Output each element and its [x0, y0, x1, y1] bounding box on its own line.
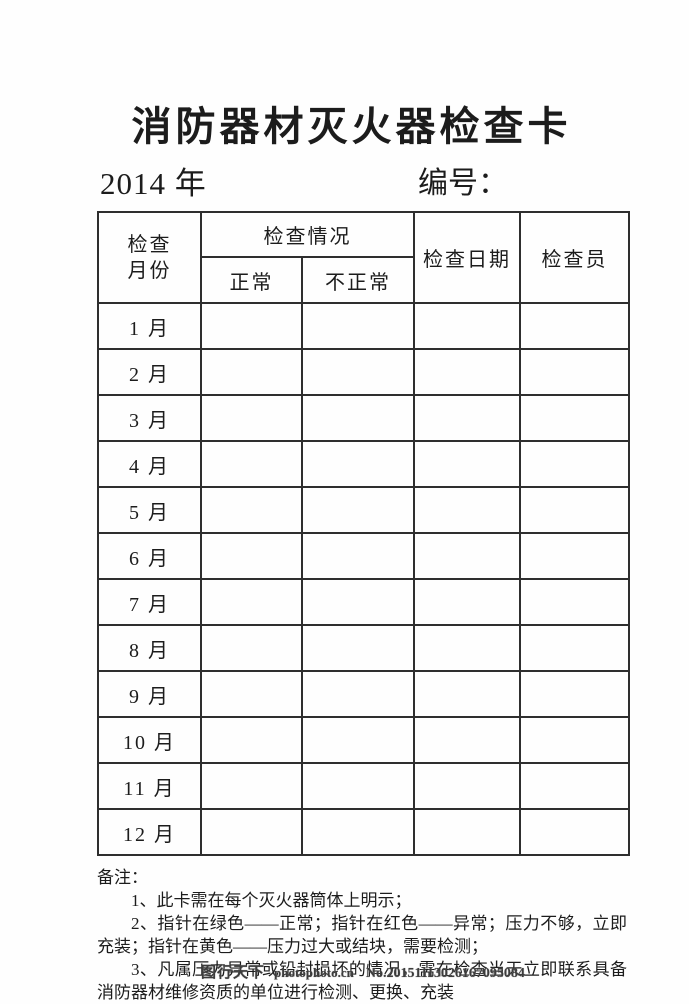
month-cell: 1 月 — [97, 302, 202, 350]
column-header-normal: 正常 — [200, 256, 303, 304]
abnormal-cell — [301, 348, 415, 396]
header-row-1: 检查 月份 检查情况 检查日期 检查员 — [97, 211, 630, 304]
abnormal-cell — [301, 532, 415, 580]
watermark-site: photophoto.cn — [274, 965, 354, 980]
month-cell: 2 月 — [97, 348, 202, 396]
month-cell: 11 月 — [97, 762, 202, 810]
watermark: 图行天下 photophoto.cn No.201511130261670950… — [201, 961, 525, 982]
abnormal-cell — [301, 394, 415, 442]
serial-number-label: 编号： — [418, 167, 508, 200]
normal-cell — [200, 808, 303, 856]
normal-cell — [200, 578, 303, 626]
table-row: 1 月 — [97, 302, 630, 350]
abnormal-cell — [301, 716, 415, 764]
table-row: 9 月 — [97, 670, 630, 718]
inspector-cell — [519, 808, 630, 856]
month-cell: 8 月 — [97, 624, 202, 672]
date-cell — [413, 486, 521, 534]
abnormal-cell — [301, 440, 415, 488]
date-cell — [413, 578, 521, 626]
meta-row: 2014 年 编号： — [0, 158, 689, 201]
month-cell: 3 月 — [97, 394, 202, 442]
abnormal-cell — [301, 670, 415, 718]
normal-cell — [200, 624, 303, 672]
normal-cell — [200, 762, 303, 810]
inspector-cell — [519, 394, 630, 442]
normal-cell — [200, 486, 303, 534]
month-cell: 4 月 — [97, 440, 202, 488]
date-cell — [413, 302, 521, 350]
table-row: 4 月 — [97, 440, 630, 488]
header-row-2: 正常 不正常 — [98, 256, 629, 304]
normal-cell — [200, 716, 303, 764]
abnormal-cell — [301, 578, 415, 626]
inspector-cell — [519, 716, 630, 764]
table-row: 12 月 — [97, 808, 630, 856]
table-row: 8 月 — [97, 624, 630, 672]
inspector-cell — [519, 486, 630, 534]
table-row: 7 月 — [97, 578, 630, 626]
inspector-cell — [519, 302, 630, 350]
normal-cell — [200, 348, 303, 396]
inspector-cell — [519, 670, 630, 718]
month-cell: 12 月 — [97, 808, 202, 856]
inspector-cell — [519, 762, 630, 810]
month-cell: 9 月 — [97, 670, 202, 718]
notes-section: 备注： 1、此卡需在每个灭火器筒体上明示； 2、指针在绿色——正常；指针在红色—… — [97, 866, 627, 1004]
month-cell: 6 月 — [97, 532, 202, 580]
date-cell — [413, 532, 521, 580]
notes-label: 备注： — [97, 868, 148, 887]
date-cell — [413, 348, 521, 396]
column-header-inspector: 检查员 — [519, 211, 630, 304]
date-cell — [413, 808, 521, 856]
watermark-brand: 图行天下 — [201, 965, 266, 981]
month-cell: 7 月 — [97, 578, 202, 626]
inspector-cell — [519, 532, 630, 580]
normal-cell — [200, 670, 303, 718]
normal-cell — [200, 302, 303, 350]
column-header-month: 检查 月份 — [97, 211, 202, 304]
table-row: 2 月 — [97, 348, 630, 396]
inspector-cell — [519, 440, 630, 488]
abnormal-cell — [301, 808, 415, 856]
date-cell — [413, 762, 521, 810]
month-cell: 10 月 — [97, 716, 202, 764]
column-header-month-line2: 月份 — [127, 259, 172, 282]
inspection-table: 检查 月份 检查情况 检查日期 检查员 正常 不正常 1 月 2 月 3 月 4… — [97, 211, 630, 856]
date-cell — [413, 716, 521, 764]
normal-cell — [200, 532, 303, 580]
date-cell — [413, 440, 521, 488]
normal-cell — [200, 440, 303, 488]
column-header-abnormal: 不正常 — [301, 256, 415, 304]
table-row: 5 月 — [97, 486, 630, 534]
table-row: 11 月 — [97, 762, 630, 810]
table-row: 6 月 — [97, 532, 630, 580]
date-cell — [413, 670, 521, 718]
note-item-1: 1、此卡需在每个灭火器筒体上明示； — [131, 891, 412, 910]
normal-cell — [200, 394, 303, 442]
page-title: 消防器材灭火器检查卡 — [131, 104, 572, 149]
abnormal-cell — [301, 624, 415, 672]
abnormal-cell — [301, 302, 415, 350]
column-header-date: 检查日期 — [413, 211, 521, 304]
note-item-2: 2、指针在绿色——正常；指针在红色——异常；压力不够，立即充装；指针在黄色——压… — [97, 914, 627, 956]
table-row: 10 月 — [97, 716, 630, 764]
table-row: 3 月 — [97, 394, 630, 442]
column-header-status-group: 检查情况 — [200, 211, 415, 258]
date-cell — [413, 394, 521, 442]
abnormal-cell — [301, 486, 415, 534]
inspector-cell — [519, 624, 630, 672]
inspector-cell — [519, 578, 630, 626]
column-header-month-line1: 检查 — [127, 233, 172, 256]
watermark-serial: No.20151113026167095084 — [365, 966, 525, 981]
abnormal-cell — [301, 762, 415, 810]
year-label: 2014 年 — [100, 166, 207, 201]
month-cell: 5 月 — [97, 486, 202, 534]
date-cell — [413, 624, 521, 672]
inspector-cell — [519, 348, 630, 396]
